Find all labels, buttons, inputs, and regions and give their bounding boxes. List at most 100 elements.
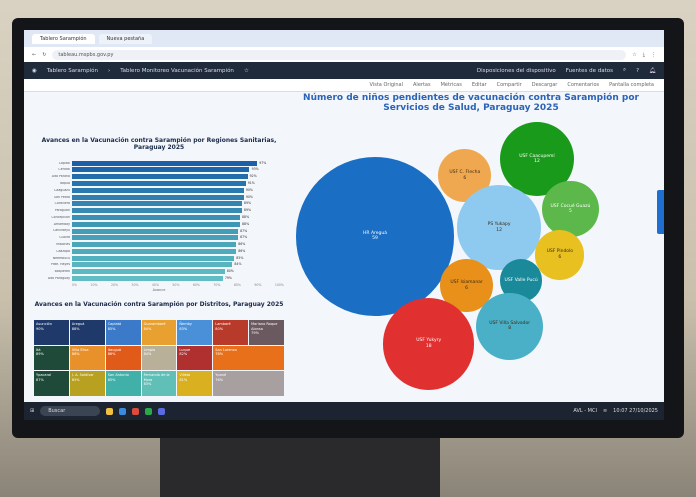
bar-label: Caazapá [56, 249, 70, 253]
bar[interactable] [72, 214, 240, 220]
bar-label: Amambay [53, 222, 70, 226]
wifi-icon[interactable]: ≋ [602, 408, 608, 414]
bell-icon[interactable]: 🔔︎ [649, 67, 656, 74]
help-icon[interactable]: ? [636, 67, 640, 74]
x-tick: 40% [151, 282, 159, 287]
toolbar-button[interactable]: Pantalla completa [609, 82, 654, 88]
treemap-cell[interactable]: San Lorenzo 78% [213, 345, 284, 371]
treemap-cell[interactable]: Limpio 84% [141, 345, 177, 371]
treemap-title: Avances en la Vacunación contra Sarampió… [34, 301, 284, 308]
treemap-cell[interactable]: Villa Elisa 86% [69, 345, 105, 371]
treemap-cell[interactable]: Itá 89% [34, 345, 69, 371]
browser-tab[interactable]: Tablero Sarampión [32, 33, 95, 44]
treemap-cell[interactable]: Guarambaré 84% [141, 320, 177, 345]
logo-icon: ◉ [32, 67, 37, 74]
bar[interactable] [72, 228, 238, 234]
browser-tab-bar: Tablero Sarampión Nueva pestaña [24, 30, 664, 47]
toolbar-button[interactable]: Editar [471, 82, 487, 88]
search-icon[interactable]: ⌕ [623, 67, 627, 73]
bar-value: 86% [238, 248, 246, 253]
notification-text[interactable]: AVL - MCI [573, 408, 597, 414]
bar[interactable] [72, 187, 244, 193]
x-tick: 70% [213, 282, 221, 287]
bubble-label: USF Pindolo [546, 249, 574, 255]
treemap-cell[interactable]: Ypacaraí 87% [34, 371, 69, 396]
side-panel-handle[interactable] [657, 190, 664, 234]
treemap-cell[interactable]: Ypané 76% [213, 371, 284, 396]
browser-tab[interactable]: Nueva pestaña [98, 33, 153, 44]
device-layouts-button[interactable]: Disposiciones del dispositivo [476, 67, 556, 74]
cell-value: 84% [143, 352, 152, 357]
bar-label: Misiones [56, 242, 70, 246]
bubble[interactable]: USF Yukyry 18 [382, 298, 475, 390]
bar[interactable] [72, 262, 233, 268]
chrome-icon[interactable] [132, 407, 140, 415]
bar[interactable] [72, 275, 223, 281]
bar-value: 97% [259, 160, 267, 165]
star-icon[interactable]: ☆ [632, 51, 637, 58]
treemap-cell[interactable]: Capiatá 85% [105, 320, 141, 345]
treemap-cell[interactable]: San Antonio 85% [105, 371, 141, 396]
treemap-cell[interactable]: Itauguá 86% [105, 345, 141, 371]
bar[interactable] [72, 248, 237, 254]
bar-row: Pdte. Hayes 84% [34, 262, 284, 268]
bar[interactable] [72, 160, 258, 166]
treemap-cell[interactable]: Fernando de la Mora 83% [141, 371, 177, 396]
data-sources-button[interactable]: Fuentes de datos [565, 67, 613, 74]
taskbar-search[interactable]: Buscar [40, 406, 101, 416]
teams-icon[interactable] [158, 407, 166, 415]
favorite-icon[interactable]: ☆ [243, 67, 249, 74]
edge-icon[interactable] [119, 407, 127, 415]
treemap-cell[interactable]: Mariano Roque Alonso 79% [249, 320, 284, 345]
bar-value: 87% [240, 228, 248, 233]
treemap-cell[interactable]: J. A. Saldívar 85% [69, 371, 105, 396]
bar[interactable] [72, 208, 242, 214]
bubble[interactable]: USF Villa Salvador 8 [476, 292, 544, 360]
treemap-cell[interactable]: Asunción 90% [34, 320, 69, 345]
url-input[interactable]: tableau.mspbs.gov.py [52, 49, 627, 60]
bar[interactable] [72, 181, 246, 187]
bar[interactable] [72, 269, 225, 275]
cell-name: J. A. Saldívar [71, 373, 94, 378]
address-bar: ← ↻ tableau.mspbs.gov.py ☆ ⤓ ⋮ [24, 47, 664, 62]
cell-value: 85% [71, 377, 80, 382]
bar[interactable] [72, 201, 242, 207]
windows-start-icon[interactable]: ⊞ [30, 408, 35, 414]
dashboard: Avances en la Vacunación contra Sarampió… [24, 92, 664, 402]
breadcrumb-item[interactable]: Tablero Monitoreo Vacunación Sarampión [120, 67, 234, 74]
toolbar-button[interactable]: Descargar [531, 82, 558, 88]
breadcrumb-item[interactable]: Tablero Sarampión [46, 67, 99, 74]
cell-value: 84% [143, 326, 152, 331]
file-explorer-icon[interactable] [106, 407, 114, 415]
toolbar-button[interactable]: Comentarios [567, 82, 600, 88]
toolbar-button[interactable]: Alertas [413, 82, 431, 88]
menu-icon[interactable]: ⋮ [651, 51, 656, 58]
excel-icon[interactable] [145, 407, 153, 415]
bar[interactable] [72, 221, 240, 227]
tableau-toolbar: ◉ Tablero Sarampión › Tablero Monitoreo … [24, 62, 664, 79]
bar[interactable] [72, 235, 238, 241]
bubble[interactable]: HR Areguá 59 [295, 157, 455, 316]
bar[interactable] [72, 174, 248, 180]
bar[interactable] [72, 167, 250, 173]
reload-icon[interactable]: ↻ [42, 51, 47, 58]
treemap-cell[interactable]: Luque 82% [177, 345, 213, 371]
toolbar-button[interactable]: Vista Original [369, 82, 404, 88]
bar[interactable] [72, 194, 244, 200]
toolbar-button[interactable]: Métricas [440, 82, 462, 88]
treemap-cell[interactable]: Ñemby 83% [177, 320, 213, 345]
clock[interactable]: 10:07 27/10/2025 [613, 408, 658, 414]
toolbar-button[interactable]: Compartir [496, 82, 522, 88]
bubble[interactable]: USF Pindolo 6 [535, 230, 585, 280]
bar[interactable] [72, 255, 235, 261]
treemap-cell[interactable]: Villeta 81% [177, 371, 213, 396]
back-icon[interactable]: ← [32, 51, 37, 58]
download-icon[interactable]: ⤓ [642, 51, 645, 58]
bubble[interactable]: PS Yukapy 12 [456, 185, 542, 270]
cell-value: 83% [179, 326, 188, 331]
bar[interactable] [72, 242, 237, 248]
cell-value: 85% [107, 326, 116, 331]
treemap-cell[interactable]: Areguá 88% [69, 320, 105, 345]
bubble[interactable]: USF Cocué Guazú 5 [542, 180, 599, 238]
treemap-cell[interactable]: Lambaré 80% [213, 320, 249, 345]
